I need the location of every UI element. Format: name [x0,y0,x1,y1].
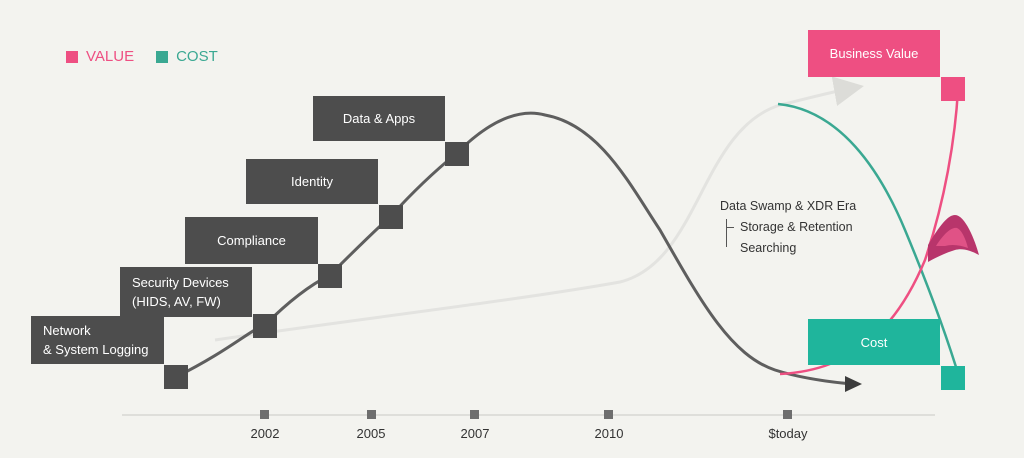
value-swatch [66,50,78,63]
timeline-tick [470,410,479,419]
era-annotation: Data Swamp & XDR Era Storage & Retention… [720,196,856,259]
stage-box-data-apps: Data & Apps [313,96,445,141]
legend-item-cost: COST [156,48,218,65]
timeline-tick [604,410,613,419]
timeline-label-2010: 2010 [594,426,624,441]
timeline-label-today: $today [768,426,808,441]
stage-box-network-logging: Network & System Logging [31,316,164,364]
timeline-tick [783,410,792,419]
business-value-box: Business Value [808,30,940,77]
milestone-marker [253,314,277,338]
era-item-storage: Storage & Retention [740,220,853,234]
stage-box-compliance: Compliance [185,217,318,264]
timeline-tick [260,410,269,419]
era-bracket [726,219,735,247]
adoption-curve [214,76,864,342]
timeline-label-2002: 2002 [250,426,280,441]
timeline-label-2005: 2005 [356,426,386,441]
era-item-searching: Searching [740,241,797,255]
legend-label-cost: COST [176,48,218,65]
cost-swatch [156,50,169,63]
era-title: Data Swamp & XDR Era [720,199,857,213]
stage-box-security-devices: Security Devices (HIDS, AV, FW) [120,267,252,317]
milestone-marker [379,205,403,229]
milestone-marker [318,264,342,288]
era-bracket-tick [726,227,734,228]
cost-curve [777,102,962,381]
logo-icon [928,215,979,262]
milestone-marker [445,142,469,166]
legend: VALUE COST [66,48,218,65]
timeline-tick [367,410,376,419]
milestone-marker [164,365,188,389]
evolution-arrowhead [845,376,862,392]
legend-label-value: VALUE [86,48,135,65]
evolution-curve [175,111,853,386]
stage-box-identity: Identity [246,159,378,204]
cost-box: Cost [808,319,940,365]
legend-item-value: VALUE [66,48,134,65]
timeline-label-2007: 2007 [460,426,490,441]
cost-marker [941,366,965,390]
value-marker [941,77,965,101]
